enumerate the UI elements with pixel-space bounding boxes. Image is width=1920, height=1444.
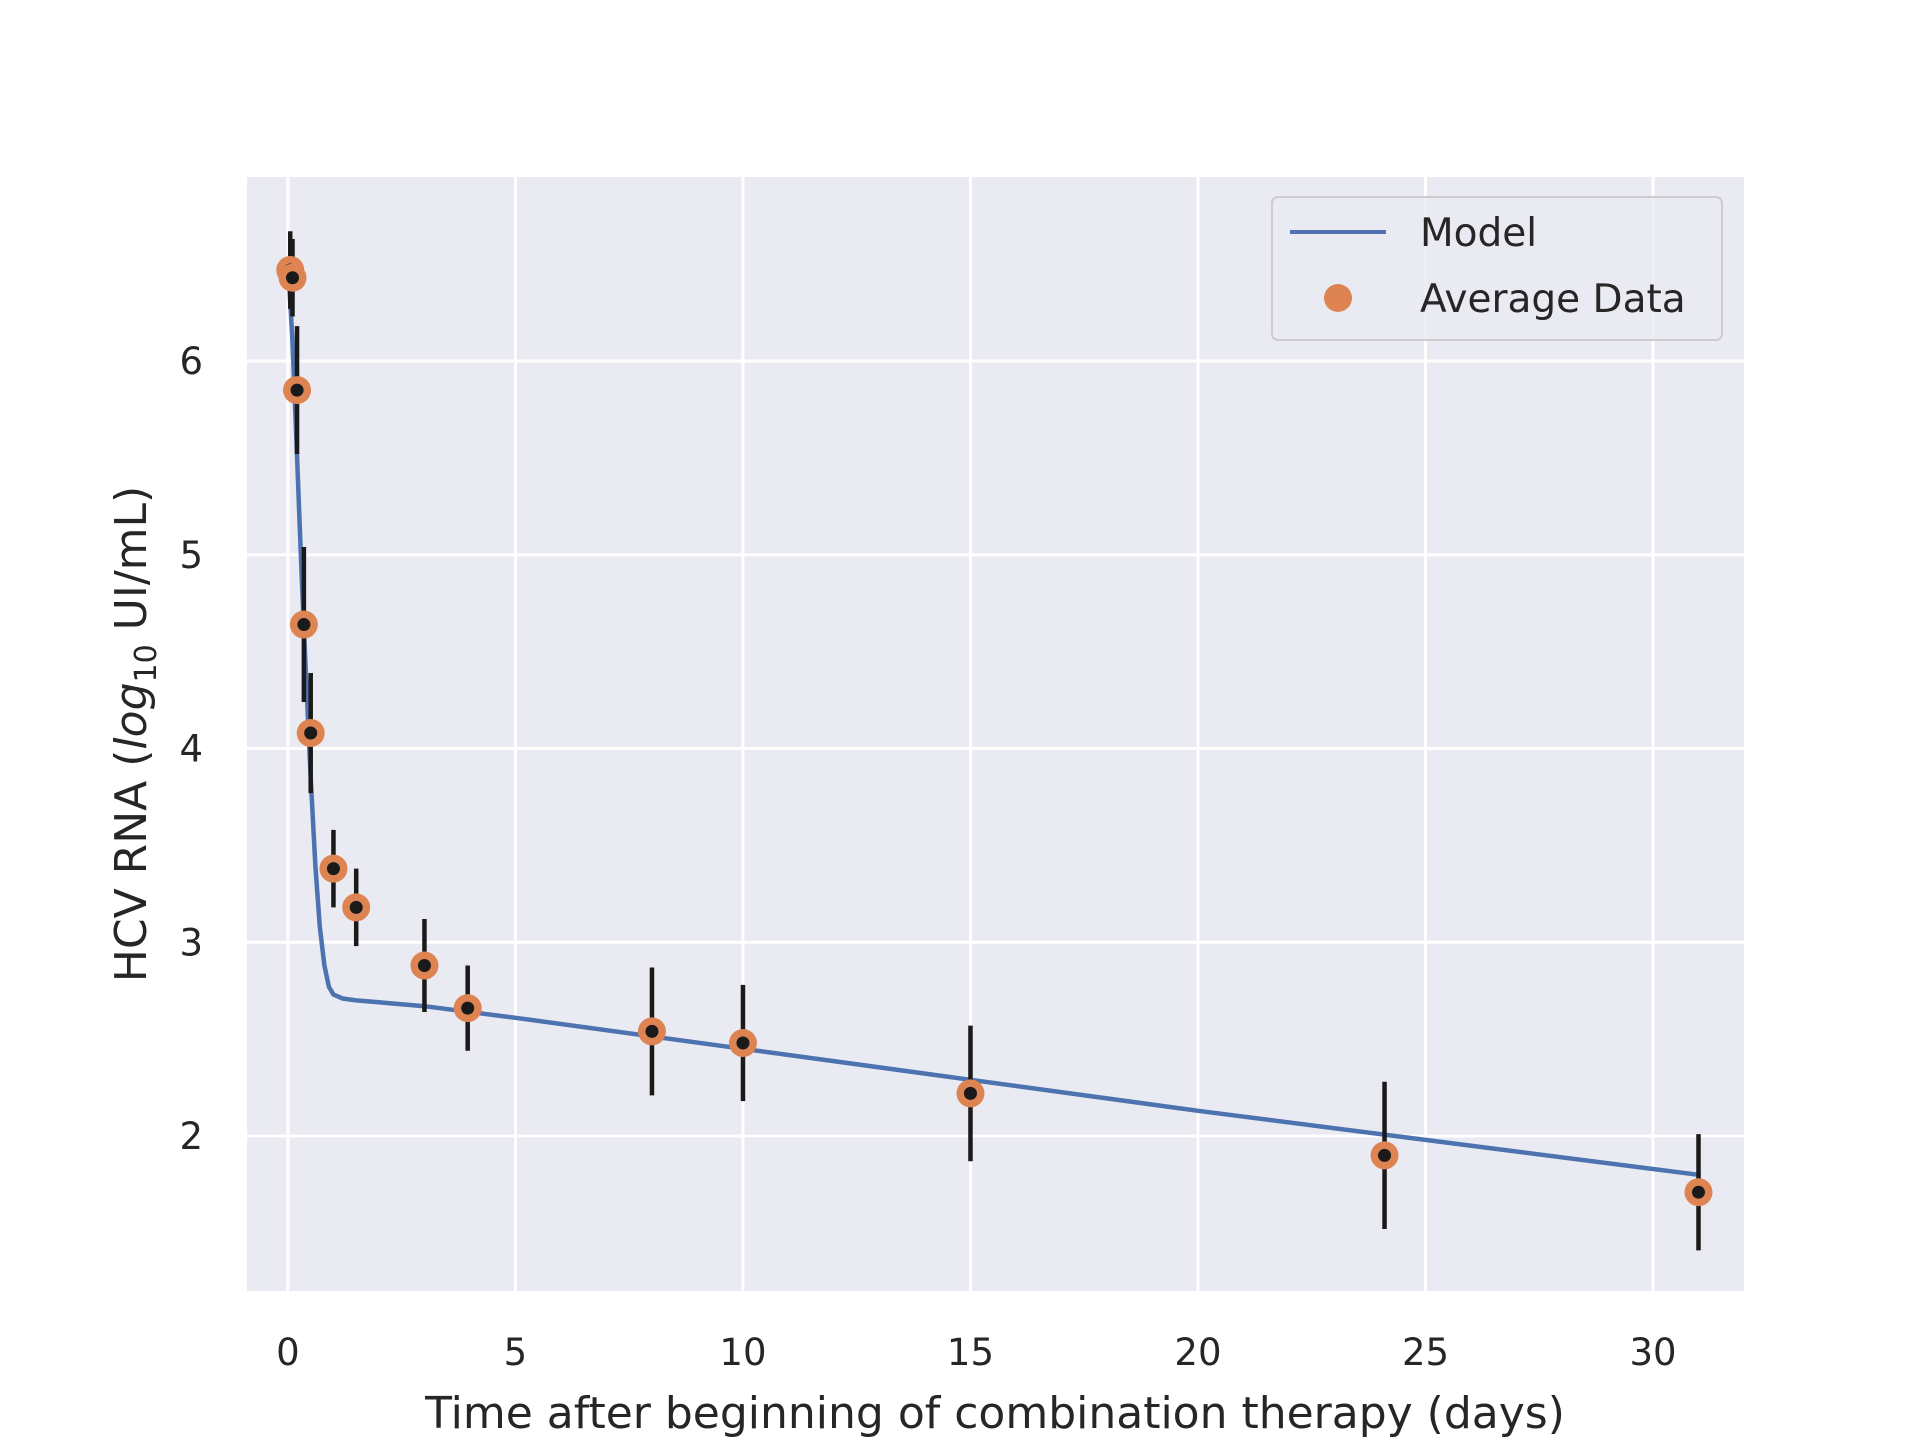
data-point-center	[461, 1001, 475, 1015]
data-point-center	[1378, 1148, 1392, 1162]
y-tick-label: 6	[179, 340, 203, 383]
y-axis-label: HCV RNA (log10 UI/mL)	[106, 486, 164, 982]
data-point-center	[417, 959, 431, 973]
y-tick-label: 2	[179, 1115, 203, 1158]
data-point-center	[349, 900, 363, 914]
legend-label-average-data: Average Data	[1420, 277, 1686, 322]
data-point-center	[286, 271, 300, 285]
y-tick-label: 5	[179, 534, 203, 577]
data-point-center	[304, 726, 318, 740]
data-markers	[276, 255, 1713, 1207]
data-point-center	[290, 383, 304, 397]
data-point-center	[645, 1024, 659, 1038]
y-axis-label-suffix: UI/mL)	[106, 486, 157, 645]
data-point-center	[297, 618, 311, 632]
y-axis-label-log: log	[106, 683, 157, 750]
y-axis-label-subscript: 10	[129, 644, 164, 682]
data-point-center	[963, 1086, 977, 1100]
x-axis-label: Time after beginning of combination ther…	[424, 1388, 1565, 1439]
x-tick-label: 10	[719, 1331, 766, 1374]
x-tick-labels: 0 5 10 15 20 25 30	[276, 1331, 1676, 1374]
x-tick-label: 0	[276, 1331, 300, 1374]
plot-background	[247, 177, 1744, 1291]
data-point-center	[736, 1036, 750, 1050]
legend-label-model: Model	[1420, 211, 1537, 256]
y-tick-labels: 2 3 4 5 6	[179, 340, 203, 1158]
grid-lines	[247, 177, 1744, 1291]
y-tick-label: 3	[179, 921, 203, 964]
y-axis-label-prefix: HCV RNA (	[106, 750, 157, 983]
x-tick-label: 30	[1629, 1331, 1676, 1374]
y-tick-label: 4	[179, 728, 203, 771]
legend-marker-swatch	[1324, 284, 1352, 312]
legend: Model Average Data	[1271, 196, 1723, 341]
data-point-center	[326, 862, 340, 876]
x-tick-label: 15	[947, 1331, 994, 1374]
x-tick-label: 20	[1174, 1331, 1221, 1374]
data-point-center	[1691, 1185, 1705, 1199]
x-tick-label: 5	[504, 1331, 528, 1374]
x-tick-label: 25	[1402, 1331, 1449, 1374]
